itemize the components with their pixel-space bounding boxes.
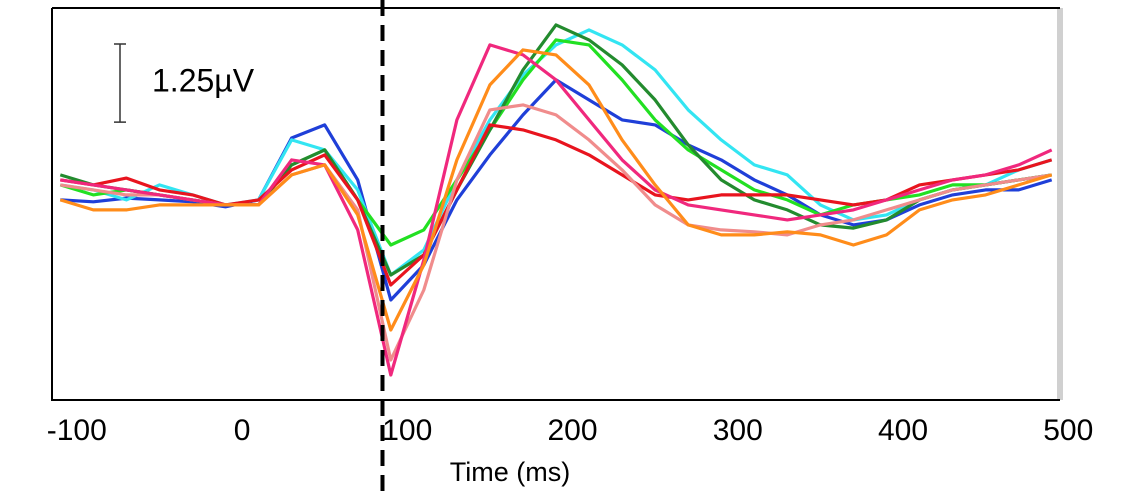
series-line	[59, 48, 1053, 332]
x-axis-title: Time (ms)	[450, 457, 570, 487]
series-line	[60, 103, 1052, 362]
series-line	[60, 78, 1053, 302]
x-tick-label: 500	[1043, 414, 1093, 447]
x-tick-label: 400	[878, 414, 928, 447]
x-tick-label: -100	[47, 414, 107, 447]
x-tick-label: 200	[547, 414, 597, 447]
x-tick-label: 0	[234, 414, 251, 447]
scale-bar	[114, 43, 126, 123]
plot-frame	[51, 7, 1060, 401]
x-tick-label: 100	[382, 414, 432, 447]
scale-bar-label: 1.25µV	[152, 63, 255, 99]
x-tick-label: 300	[713, 414, 763, 447]
right-edge	[1057, 8, 1063, 400]
